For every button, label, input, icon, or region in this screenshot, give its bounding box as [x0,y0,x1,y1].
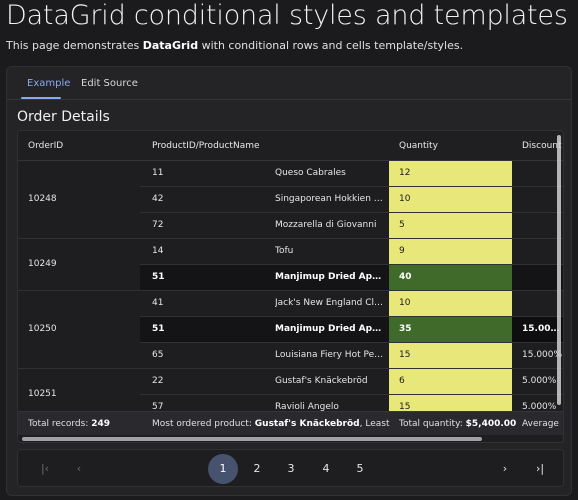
order-group-cell[interactable]: 10251 [18,369,140,421]
column-header-product[interactable]: ProductID/ProductName [152,141,260,151]
order-id: 10249 [28,259,57,269]
active-tab-indicator [21,97,61,99]
product-name-cell: Louisiana Fiery Hot Pepper Sauce [275,350,385,360]
product-name-cell: Singaporean Hokkien Fried Mee [275,194,385,204]
column-header-orderid[interactable]: OrderID [28,141,64,151]
table-row[interactable]: 42 Singaporean Hokkien Fried Mee 10 [140,187,563,213]
product-name-cell: Manjimup Dried Apples [275,272,385,282]
discount-cell: 15.000% [512,317,563,342]
page-description: This page demonstrates DataGrid with con… [6,39,463,52]
product-id-cell: 11 [152,168,164,178]
table-row[interactable]: 72 Mozzarella di Giovanni 5 [140,213,563,239]
product-id-cell: 51 [152,272,165,282]
product-id-cell: 22 [152,376,164,386]
table-row[interactable]: 65 Louisiana Fiery Hot Pepper Sauce 15 1… [140,343,563,369]
quantity-cell: 5 [389,213,512,238]
product-id-cell: 51 [152,324,165,334]
product-name-cell: Tofu [275,246,294,256]
order-group-cell[interactable]: 10250 [18,291,140,369]
table-row[interactable]: 22 Gustaf's Knäckebröd 6 5.000% [140,369,563,395]
quantity-cell: 10 [389,187,512,212]
footer-value: 249 [91,419,111,429]
column-header-discount[interactable]: Discount [522,141,562,151]
tab-example[interactable]: Example [27,78,71,89]
grid-header: OrderID ProductID/ProductName Quantity D… [18,131,563,161]
table-row[interactable]: 57 Ravioli Angelo 15 5.000% [140,395,563,411]
quantity-cell: 35 [389,317,512,342]
tab-edit-source[interactable]: Edit Source [81,78,138,89]
product-id-cell: 65 [152,350,164,360]
table-row-highlighted[interactable]: 51 Manjimup Dried Apples 35 15.000% [140,317,563,343]
product-name-cell: Manjimup Dried Apples [275,324,385,334]
product-id-cell: 42 [152,194,164,204]
data-grid: OrderID ProductID/ProductName Quantity D… [17,130,564,443]
column-header-quantity[interactable]: Quantity [399,141,438,151]
last-page-button[interactable]: ›| [535,462,545,475]
table-row[interactable]: 11 Queso Cabrales 12 [140,161,563,187]
pagination: |‹ ‹ 1 2 3 4 5 › ›| [17,449,564,487]
quantity-cell: 12 [389,161,512,186]
product-id-cell: 57 [152,402,164,411]
order-id: 10250 [28,324,57,334]
page-button-4[interactable]: 4 [322,462,330,475]
previous-page-button[interactable]: ‹ [76,462,82,475]
product-name-cell: Ravioli Angelo [275,402,339,411]
grid-footer: Total records: 249 Most ordered product:… [18,411,563,435]
order-id: 10251 [28,389,57,399]
product-id-cell: 72 [152,220,164,230]
quantity-cell: 10 [389,291,512,316]
vertical-scrollbar[interactable] [557,135,561,405]
page-button-2[interactable]: 2 [253,462,261,475]
quantity-cell: 15 [389,395,512,411]
horizontal-scrollbar[interactable] [22,437,482,441]
quantity-cell: 40 [389,265,512,290]
tab-bar: Example Edit Source [7,67,571,100]
table-row-highlighted[interactable]: 51 Manjimup Dried Apples 40 [140,265,563,291]
order-id: 10248 [28,194,57,204]
grid-title: Order Details [17,109,110,125]
footer-label: Most ordered product: [152,419,255,429]
footer-average: Average [522,419,559,429]
footer-label: Total records: [28,419,92,429]
table-row[interactable]: 14 Tofu 9 [140,239,563,265]
quantity-cell: 15 [389,343,512,368]
footer-value: Gustaf's Knäckebröd [254,419,360,429]
product-name-cell: Jack's New England Clam Chowder [275,298,385,308]
page-title: DataGrid conditional styles and template… [6,0,568,31]
page-button-3[interactable]: 3 [287,462,295,475]
order-group-cell[interactable]: 10248 [18,161,140,239]
desc-prefix: This page demonstrates [6,39,143,52]
next-page-button[interactable]: › [502,462,508,475]
footer-label: Total quantity: [399,419,466,429]
desc-bold: DataGrid [142,39,199,52]
desc-suffix: with conditional rows and cells template… [198,39,464,52]
page-button-1[interactable]: 1 [208,454,238,484]
footer-total-records: Total records: 249 [28,419,110,429]
footer-most-ordered: Most ordered product: Gustaf's Knäckebrö… [152,419,390,429]
product-name-cell: Queso Cabrales [275,168,346,178]
footer-value: $5,400.00 [465,419,517,429]
footer-total-quantity: Total quantity: $5,400.00 [399,419,516,429]
quantity-cell: 9 [389,239,512,264]
table-row[interactable]: 41 Jack's New England Clam Chowder 10 [140,291,563,317]
product-id-cell: 14 [152,246,164,256]
order-group-cell[interactable]: 10249 [18,239,140,291]
first-page-button[interactable]: |‹ [40,462,50,475]
product-name-cell: Mozzarella di Giovanni [275,220,377,230]
footer-label: , Least order... [359,419,390,429]
product-name-cell: Gustaf's Knäckebröd [275,376,368,386]
product-id-cell: 41 [152,298,164,308]
example-card: Example Edit Source Order Details OrderI… [6,66,572,496]
page-button-5[interactable]: 5 [356,462,364,475]
quantity-cell: 6 [389,369,512,394]
